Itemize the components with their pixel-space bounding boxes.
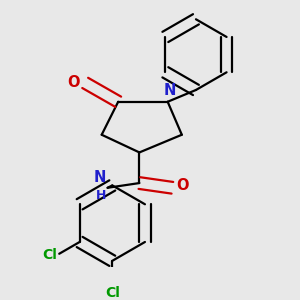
Text: O: O bbox=[67, 75, 79, 90]
Text: Cl: Cl bbox=[42, 248, 57, 262]
Text: Cl: Cl bbox=[105, 286, 120, 300]
Text: N: N bbox=[94, 170, 106, 185]
Text: O: O bbox=[176, 178, 188, 193]
Text: H: H bbox=[96, 189, 106, 202]
Text: N: N bbox=[164, 83, 176, 98]
